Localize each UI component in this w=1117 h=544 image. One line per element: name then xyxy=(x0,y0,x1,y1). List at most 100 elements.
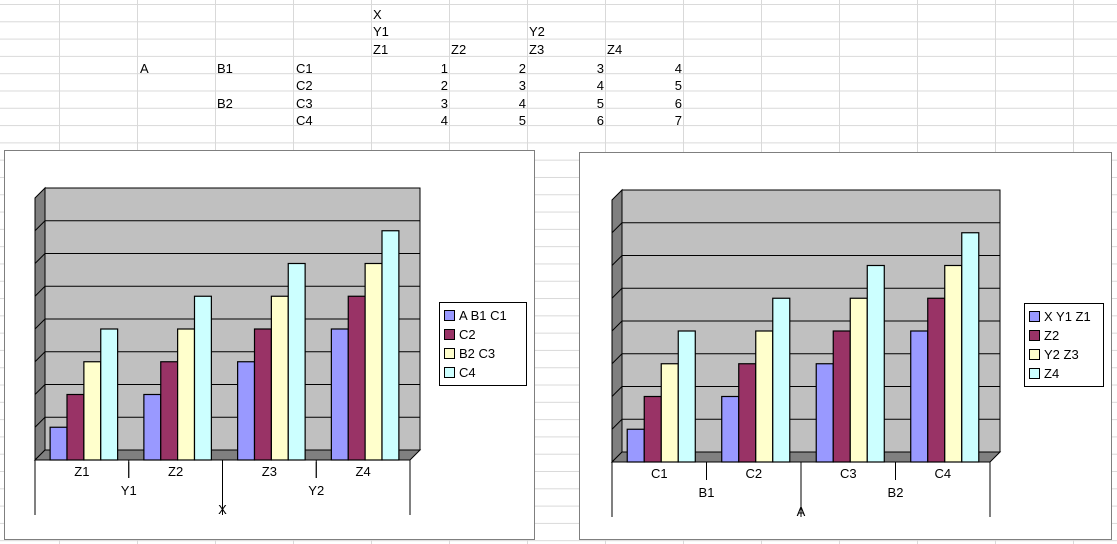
legend-swatch xyxy=(444,329,455,340)
gridline-side xyxy=(34,318,46,330)
value-cell[interactable]: 4 xyxy=(440,113,448,128)
value-cell[interactable]: 5 xyxy=(518,113,526,128)
gridline-side xyxy=(611,255,623,266)
category-label: Z2 xyxy=(168,464,183,479)
row-label-c4[interactable]: C4 xyxy=(296,113,313,128)
value-cell[interactable]: 3 xyxy=(518,78,526,93)
legend-item[interactable]: C2 xyxy=(444,325,522,344)
header-x[interactable]: X xyxy=(373,7,382,22)
value-cell[interactable]: 4 xyxy=(518,96,526,111)
row-label-c1[interactable]: C1 xyxy=(296,61,313,76)
category-label: Z1 xyxy=(74,464,89,479)
chart-1-legend[interactable]: A B1 C1 C2 B2 C3 C4 xyxy=(439,302,527,386)
legend-item[interactable]: Z2 xyxy=(1029,326,1099,345)
category-label: C3 xyxy=(840,466,857,481)
bar-b2-c3-z3[interactable] xyxy=(270,295,289,461)
category-label: C1 xyxy=(651,466,668,481)
bar-c4-z1[interactable] xyxy=(100,328,119,461)
value-cell[interactable]: 3 xyxy=(596,61,604,76)
legend-swatch xyxy=(1029,330,1040,341)
bar-a-b1-c1-z2[interactable] xyxy=(143,393,162,461)
bar-a-b1-c1-z4[interactable] xyxy=(330,328,349,461)
value-cell[interactable]: 2 xyxy=(518,61,526,76)
bar-z2-c4[interactable] xyxy=(927,297,946,463)
bar-z4-c4[interactable] xyxy=(961,232,980,463)
gridline-side xyxy=(611,320,623,332)
bar-c4-z4[interactable] xyxy=(381,230,400,461)
bar-c2-z3[interactable] xyxy=(253,328,272,461)
bar-z4-c3[interactable] xyxy=(866,264,885,463)
bar-c2-z4[interactable] xyxy=(347,295,366,461)
gridline-side xyxy=(611,287,623,299)
header-z2[interactable]: Z2 xyxy=(451,42,467,57)
gridline-side xyxy=(34,384,46,395)
header-z4[interactable]: Z4 xyxy=(607,42,623,57)
gridline-side xyxy=(34,253,46,264)
group-label: Y1 xyxy=(121,483,137,498)
gridline-side xyxy=(34,220,46,232)
legend-item[interactable]: X Y1 Z1 xyxy=(1029,307,1099,326)
bar-y2-z3-c3[interactable] xyxy=(849,297,868,463)
bar-z2-c3[interactable] xyxy=(832,330,851,463)
gridline-side xyxy=(34,416,46,428)
value-cell[interactable]: 4 xyxy=(674,61,682,76)
chart-1[interactable]: Z1 Z2 Z3 Z4 Y1 Y2 X A B1 C1 C2 B2 C3 C4 xyxy=(4,150,535,540)
bar-x-y1-z1-c2[interactable] xyxy=(721,395,740,463)
value-cell[interactable]: 7 xyxy=(674,113,682,128)
bar-c2-z1[interactable] xyxy=(66,393,85,461)
bar-c4-z3[interactable] xyxy=(287,262,306,461)
bar-c2-z2[interactable] xyxy=(160,361,179,461)
legend-item[interactable]: C4 xyxy=(444,363,522,382)
bar-y2-z3-c2[interactable] xyxy=(755,330,774,463)
group-label: B2 xyxy=(888,485,904,500)
bar-z2-c1[interactable] xyxy=(643,395,662,463)
value-cell[interactable]: 6 xyxy=(596,113,604,128)
value-cell[interactable]: 2 xyxy=(440,78,448,93)
bar-z2-c2[interactable] xyxy=(738,363,757,463)
bar-a-b1-c1-z1[interactable] xyxy=(49,426,68,461)
value-cell[interactable]: 1 xyxy=(440,61,448,76)
bar-x-y1-z1-c4[interactable] xyxy=(910,330,929,463)
category-label: C2 xyxy=(745,466,762,481)
bar-c4-z2[interactable] xyxy=(193,295,212,461)
chart-2-legend[interactable]: X Y1 Z1 Z2 Y2 Z3 Z4 xyxy=(1024,303,1104,387)
chart-1-plot: Z1 Z2 Z3 Z4 Y1 Y2 X xyxy=(33,186,422,517)
value-cell[interactable]: 5 xyxy=(596,96,604,111)
legend-item[interactable]: Y2 Z3 xyxy=(1029,345,1099,364)
value-cell[interactable]: 6 xyxy=(674,96,682,111)
bar-y2-z3-c4[interactable] xyxy=(944,264,963,463)
bar-z4-c1[interactable] xyxy=(677,330,696,463)
bar-x-y1-z1-c3[interactable] xyxy=(815,363,834,463)
legend-swatch xyxy=(444,310,455,321)
header-z3[interactable]: Z3 xyxy=(529,42,545,57)
bar-z4-c2[interactable] xyxy=(772,297,791,463)
header-z1[interactable]: Z1 xyxy=(373,42,389,57)
row-label-a[interactable]: A xyxy=(140,61,149,76)
group-label: Y2 xyxy=(308,483,324,498)
bar-b2-c3-z2[interactable] xyxy=(177,328,196,461)
legend-item[interactable]: A B1 C1 xyxy=(444,306,522,325)
gridline-side xyxy=(34,285,46,297)
chart-2[interactable]: C1 C2 C3 C4 B1 B2 A X Y1 Z1 Z2 Y2 Z3 Z4 xyxy=(579,152,1112,540)
row-label-b2[interactable]: B2 xyxy=(217,96,233,111)
value-cell[interactable]: 4 xyxy=(596,78,604,93)
header-y2[interactable]: Y2 xyxy=(529,24,545,39)
bar-b2-c3-z1[interactable] xyxy=(83,361,102,461)
bar-y2-z3-c1[interactable] xyxy=(660,363,679,463)
row-label-c3[interactable]: C3 xyxy=(296,96,313,111)
gridline-side xyxy=(611,353,623,365)
bar-b2-c3-z4[interactable] xyxy=(364,262,383,461)
chart-2-plot: C1 C2 C3 C4 B1 B2 A xyxy=(610,188,1002,519)
header-y1[interactable]: Y1 xyxy=(373,24,389,39)
category-label: Z3 xyxy=(262,464,277,479)
legend-label: Z4 xyxy=(1044,366,1060,381)
bar-a-b1-c1-z3[interactable] xyxy=(237,361,256,461)
bar-x-y1-z1-c1[interactable] xyxy=(626,428,645,463)
row-label-c2[interactable]: C2 xyxy=(296,78,313,93)
value-cell[interactable]: 5 xyxy=(674,78,682,93)
row-label-b1[interactable]: B1 xyxy=(217,61,233,76)
value-cell[interactable]: 3 xyxy=(440,96,448,111)
legend-item[interactable]: B2 C3 xyxy=(444,344,522,363)
legend-item[interactable]: Z4 xyxy=(1029,364,1099,383)
category-label: Z4 xyxy=(356,464,371,479)
